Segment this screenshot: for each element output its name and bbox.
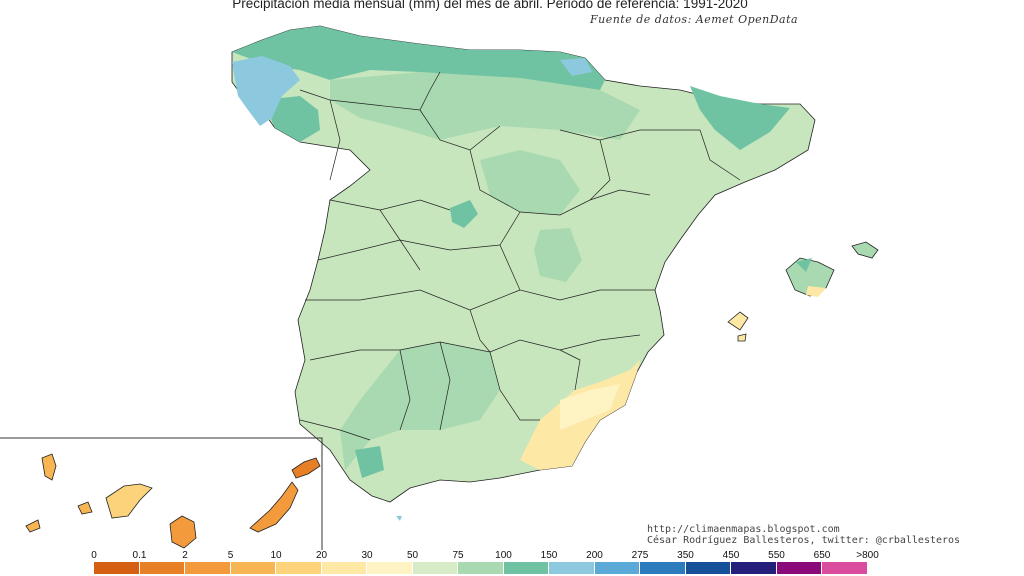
legend-threshold: 75 xyxy=(452,550,464,561)
lanzarote xyxy=(291,457,321,479)
legend-swatch xyxy=(685,562,731,574)
cuenca-green xyxy=(534,228,582,282)
southeast-lightcream xyxy=(560,384,620,430)
legend-swatch xyxy=(640,562,686,574)
la-palma xyxy=(41,453,57,481)
formentera xyxy=(737,333,747,342)
legend-bar xyxy=(94,562,868,574)
legend-labels: 0 0.1 2 5 10 20 30 50 75 100 150 200 275 350 450 550 650… xyxy=(91,550,914,562)
province-borders xyxy=(299,71,741,441)
legend-threshold: 5 xyxy=(227,550,234,561)
blog-link[interactable]: http://climaenmapas.blogspot.com xyxy=(647,524,840,535)
north-coast-teal xyxy=(232,26,605,90)
legend-swatch xyxy=(776,562,822,574)
tenerife xyxy=(105,483,153,519)
legend-swatch xyxy=(230,562,276,574)
gran-canaria xyxy=(169,515,197,549)
legend-threshold: 2 xyxy=(182,550,188,561)
canary-inset-frame xyxy=(0,437,323,550)
legend-threshold: 200 xyxy=(586,550,603,561)
legend-threshold: >800 xyxy=(856,550,879,561)
legend-swatch xyxy=(549,562,595,574)
el-hierro xyxy=(25,519,41,533)
legend-swatch xyxy=(822,562,868,574)
legend-swatch xyxy=(412,562,458,574)
legend-swatch xyxy=(276,562,322,574)
mallorca xyxy=(785,257,835,297)
legend-threshold: 50 xyxy=(406,550,419,561)
madrid-teal xyxy=(450,200,478,228)
legend-threshold: 0 xyxy=(91,550,97,561)
ibiza xyxy=(727,311,749,331)
legend-swatch xyxy=(139,562,185,574)
color-legend: 0 0.1 2 5 10 20 30 50 75 100 150 200 275 350 450 550 650… xyxy=(91,550,914,576)
legend-swatch xyxy=(731,562,777,574)
legend-threshold: 650 xyxy=(813,550,831,561)
credits: http://climaenmapas.blogspot.com César R… xyxy=(647,524,960,546)
legend-threshold: 275 xyxy=(631,550,649,561)
map-title: Precipitación media mensual (mm) del mes… xyxy=(232,0,748,11)
legend-swatch xyxy=(321,562,367,574)
fuerteventura xyxy=(249,481,299,533)
legend-threshold: 550 xyxy=(768,550,785,561)
legend-swatch xyxy=(367,562,413,574)
legend-swatch xyxy=(458,562,504,574)
andalucia-green xyxy=(340,342,500,470)
legend-threshold: 20 xyxy=(315,550,328,561)
pyrenees-teal xyxy=(690,86,790,150)
legend-threshold: 100 xyxy=(495,550,512,561)
legend-swatch xyxy=(503,562,549,574)
legend-threshold: 30 xyxy=(361,550,373,561)
legend-swatch xyxy=(94,562,140,574)
mallorca-cream xyxy=(806,286,826,297)
legend-threshold: 0.1 xyxy=(132,550,147,561)
iberian-system-green xyxy=(480,150,580,215)
legend-threshold: 150 xyxy=(540,550,558,561)
data-source: Fuente de datos: Aemet OpenData xyxy=(590,13,799,26)
mallorca-teal xyxy=(796,258,812,272)
menorca xyxy=(851,241,879,259)
grazalema-teal xyxy=(355,446,384,478)
legend-threshold: 10 xyxy=(270,550,282,561)
legend-threshold: 450 xyxy=(722,550,740,561)
legend-threshold: 350 xyxy=(677,550,694,561)
author-credit: César Rodríguez Ballesteros, twitter: @c… xyxy=(647,535,961,546)
legend-swatch xyxy=(594,562,640,574)
legend-swatch xyxy=(185,562,231,574)
small-islet xyxy=(396,516,402,521)
la-gomera xyxy=(77,501,93,515)
basque-blue xyxy=(560,58,592,76)
galicia-blue xyxy=(232,56,300,126)
north-green xyxy=(330,72,640,140)
